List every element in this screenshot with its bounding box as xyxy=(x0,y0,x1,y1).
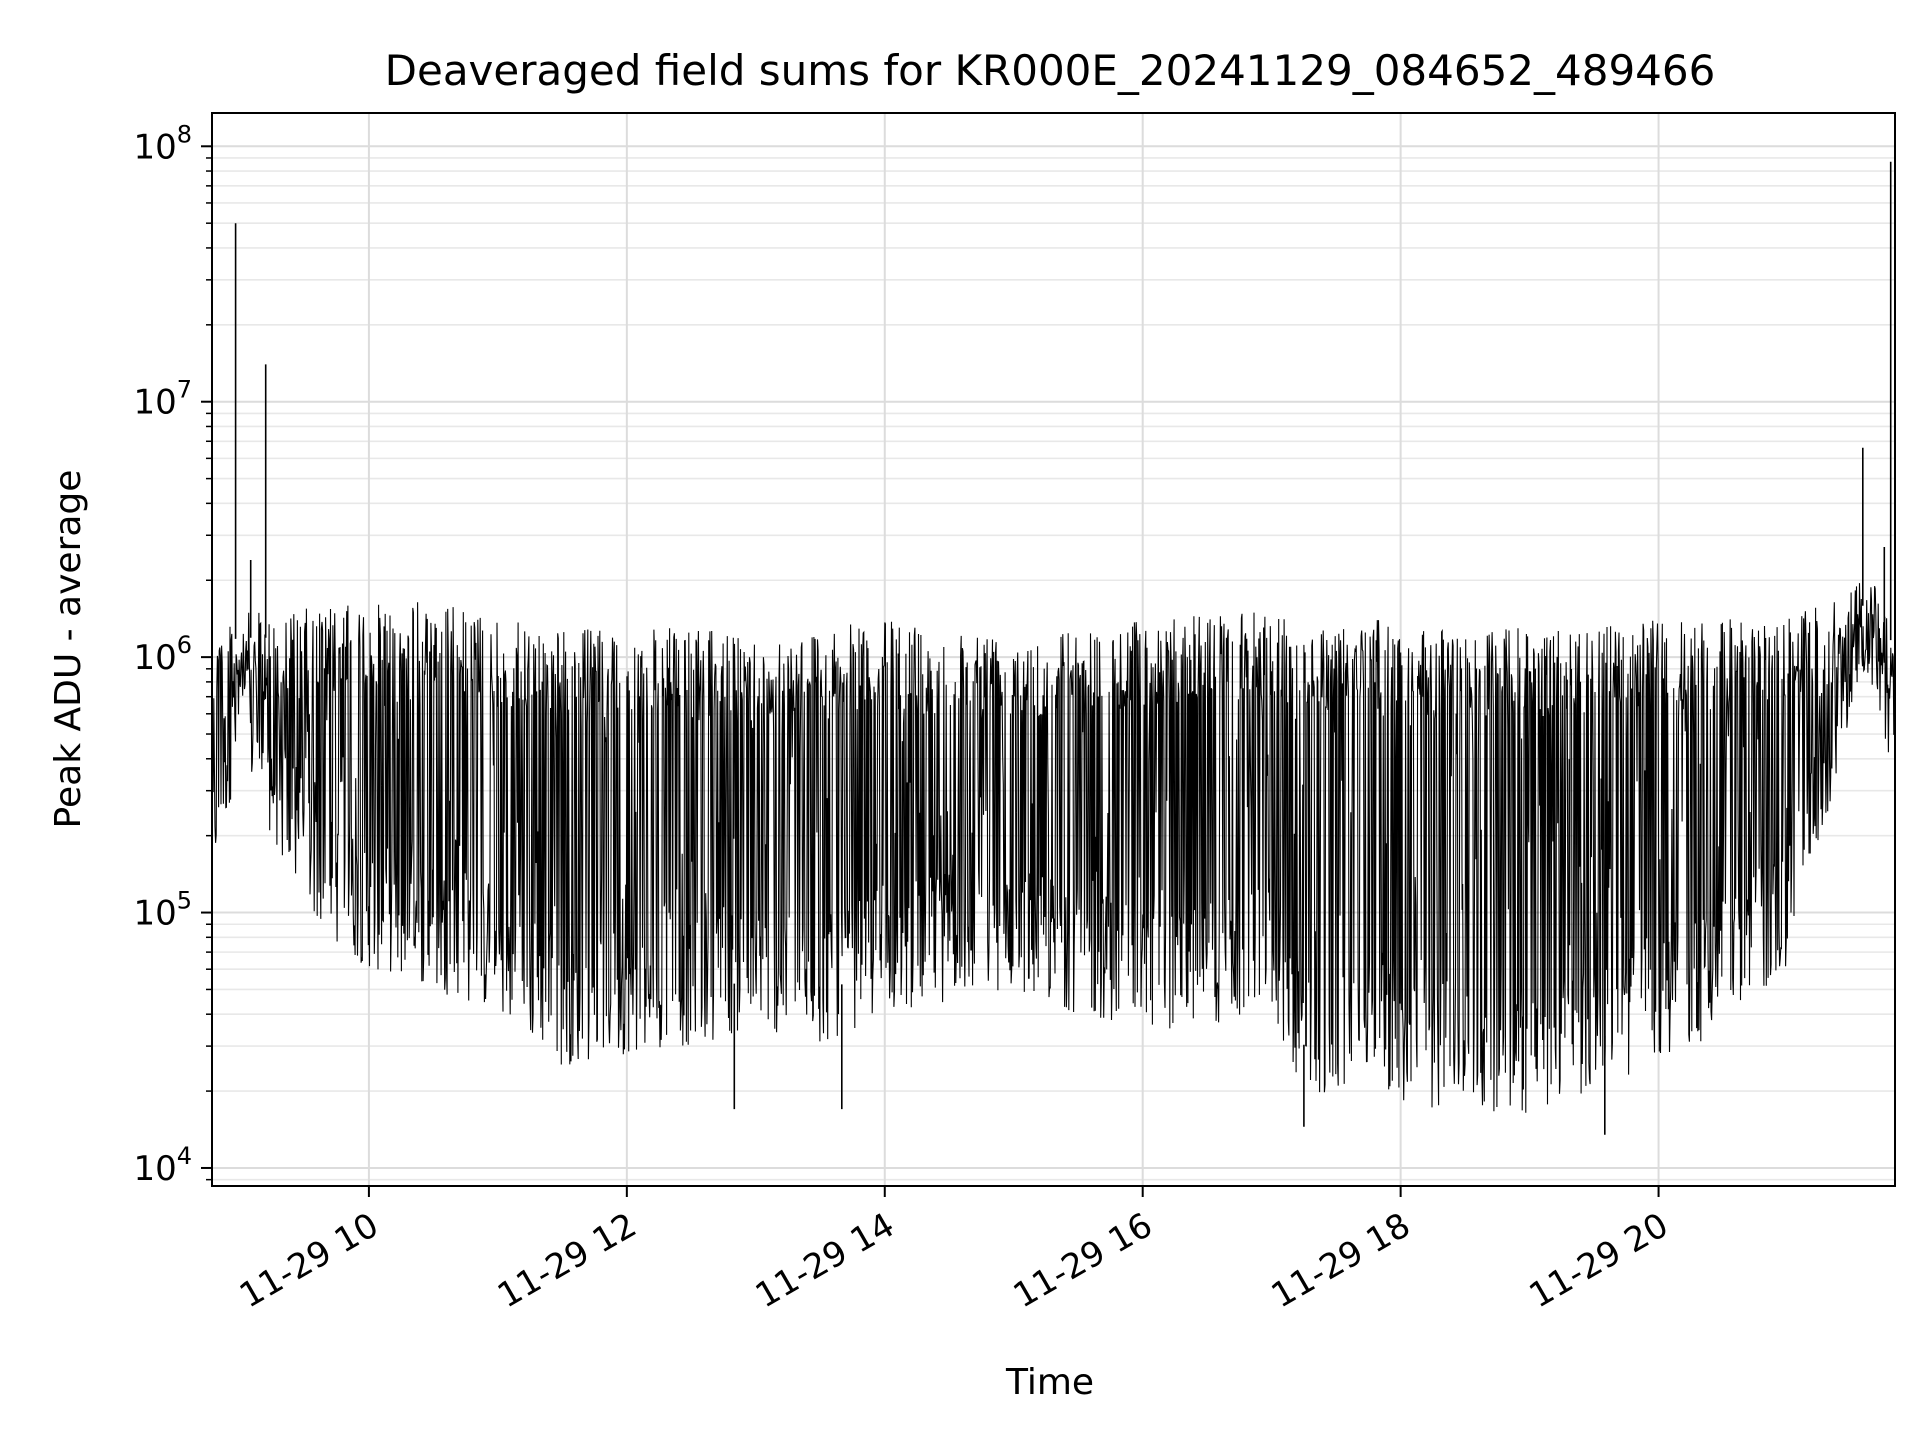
y-axis: 104 105 106 107 108 xyxy=(133,120,212,1189)
chart-title: Deaveraged field sums for KR000E_2024112… xyxy=(385,46,1716,95)
y-tick-label: 107 xyxy=(133,376,192,423)
series-line xyxy=(211,583,1896,1113)
y-tick-label: 105 xyxy=(133,887,192,934)
y-tick-label: 106 xyxy=(133,631,192,678)
y-axis-label: Peak ADU - average xyxy=(48,470,89,829)
x-axis-label: Time xyxy=(1005,1362,1094,1403)
y-tick-label: 104 xyxy=(133,1142,192,1189)
series-spikes xyxy=(234,161,1892,1135)
plot-frame xyxy=(211,112,1896,1187)
y-tick-label: 108 xyxy=(133,120,192,167)
